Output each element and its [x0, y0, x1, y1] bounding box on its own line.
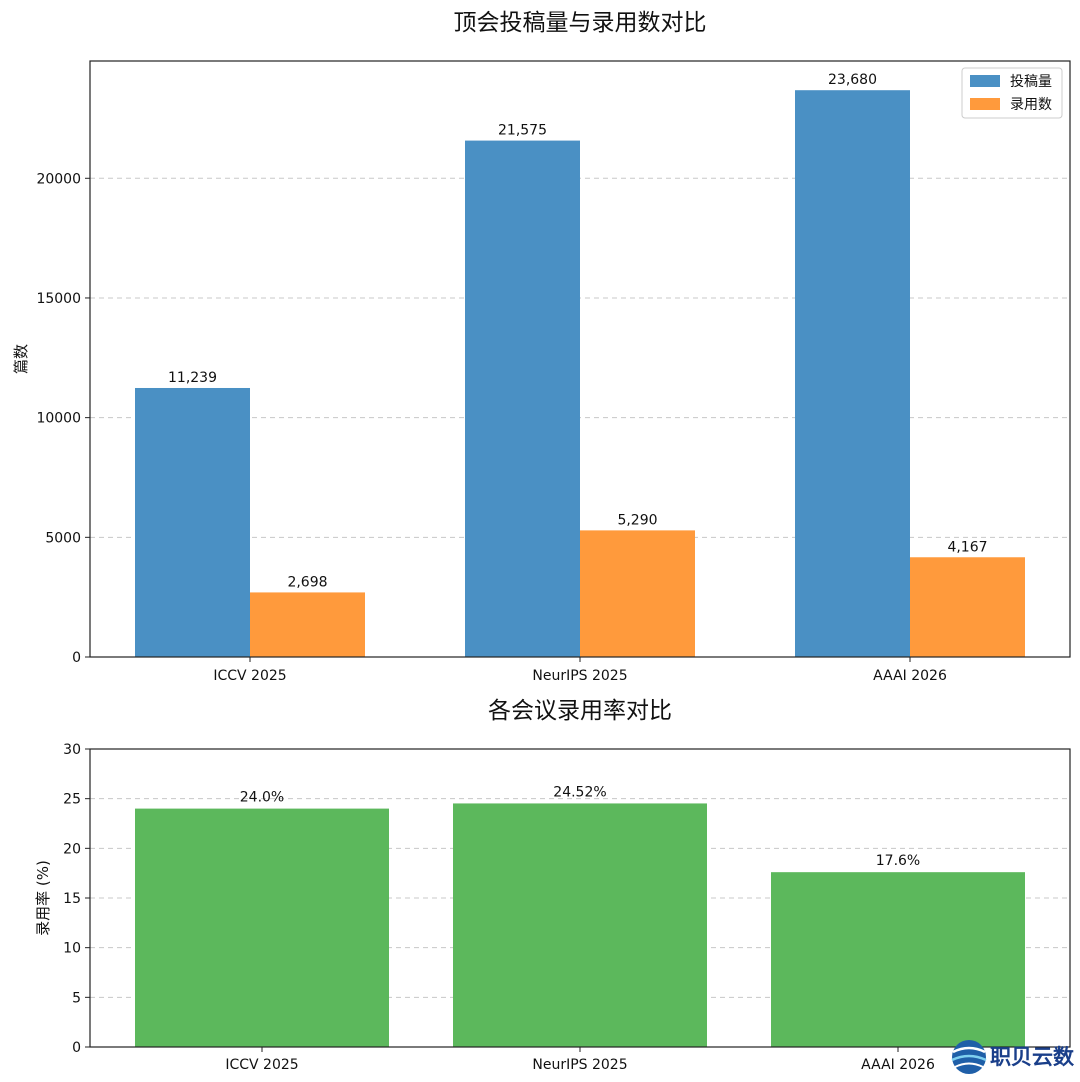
legend-swatch-acceptances — [970, 98, 1000, 110]
chart2-y-tick-label: 25 — [63, 792, 81, 808]
watermark-text: 职贝云数 — [990, 1045, 1075, 1069]
acceptances-bar — [250, 592, 365, 657]
globe-logo-icon — [951, 1040, 987, 1074]
acceptance-rate-value-label: 24.0% — [240, 790, 284, 806]
legend-swatch-submissions — [970, 75, 1000, 87]
acceptances-value-label: 4,167 — [947, 539, 987, 555]
chart1-y-tick-label: 20000 — [36, 171, 81, 187]
acceptance-rate-value-label: 17.6% — [876, 853, 920, 869]
submissions-bar — [795, 90, 910, 658]
submissions-value-label: 11,239 — [168, 370, 217, 386]
submissions-value-label: 23,680 — [828, 72, 877, 88]
chart2-x-tick-label: AAAI 2026 — [861, 1057, 935, 1073]
acceptances-value-label: 5,290 — [617, 512, 657, 528]
chart1-y-tick-label: 15000 — [36, 291, 81, 307]
chart1-x-tick-label: AAAI 2026 — [873, 668, 947, 684]
acceptance-rate-bar — [453, 803, 707, 1047]
chart2-y-tick-label: 30 — [63, 742, 81, 758]
chart2-y-tick-label: 20 — [63, 841, 81, 857]
chart2-plot-frame — [89, 748, 1071, 1048]
submissions-vs-acceptances-chart: 顶会投稿量与录用数对比 11,239 2,698 21,575 5,290 23,680… — [12, 10, 1071, 684]
chart1-legend: 投稿量 录用数 — [961, 67, 1063, 119]
chart1-x-tick-label: NeurIPS 2025 — [532, 668, 627, 684]
acceptances-bar — [580, 530, 695, 657]
acceptances-value-label: 2,698 — [287, 574, 327, 590]
chart1-title: 顶会投稿量与录用数对比 — [454, 10, 707, 36]
chart2-y-tick-label: 5 — [72, 990, 81, 1006]
acceptance-rate-chart: 各会议录用率对比 24.0% 24.52% 17.6% 0 5 10 15 20 25 30 I… — [34, 698, 1071, 1073]
legend-label-acceptances: 录用数 — [1010, 97, 1052, 113]
chart2-y-tick-label: 10 — [63, 941, 81, 957]
submissions-bar — [465, 140, 580, 657]
chart2-y-tick-label: 0 — [72, 1040, 81, 1056]
chart2-x-tick-label: ICCV 2025 — [225, 1057, 298, 1073]
submissions-value-label: 21,575 — [498, 123, 547, 139]
chart1-plot-frame — [89, 60, 1071, 658]
acceptance-rate-bar — [771, 872, 1025, 1047]
chart2-y-axis-label: 录用率 (%) — [34, 860, 52, 936]
legend-label-submissions: 投稿量 — [1010, 74, 1052, 90]
chart1-y-tick-label: 0 — [72, 650, 81, 666]
chart1-x-tick-label: ICCV 2025 — [213, 668, 286, 684]
acceptance-rate-value-label: 24.52% — [553, 784, 606, 800]
chart1-y-tick-label: 5000 — [45, 530, 81, 546]
submissions-bar — [135, 387, 250, 657]
chart2-title: 各会议录用率对比 — [488, 698, 672, 724]
acceptance-rate-bar — [135, 808, 389, 1047]
chart2-x-tick-label: NeurIPS 2025 — [532, 1057, 627, 1073]
acceptances-bar — [910, 557, 1025, 657]
chart1-y-axis-label: 篇数 — [12, 344, 30, 374]
watermark: 职贝云数 — [951, 1040, 1075, 1074]
chart2-y-tick-label: 15 — [63, 891, 81, 907]
chart1-y-tick-label: 10000 — [36, 411, 81, 427]
